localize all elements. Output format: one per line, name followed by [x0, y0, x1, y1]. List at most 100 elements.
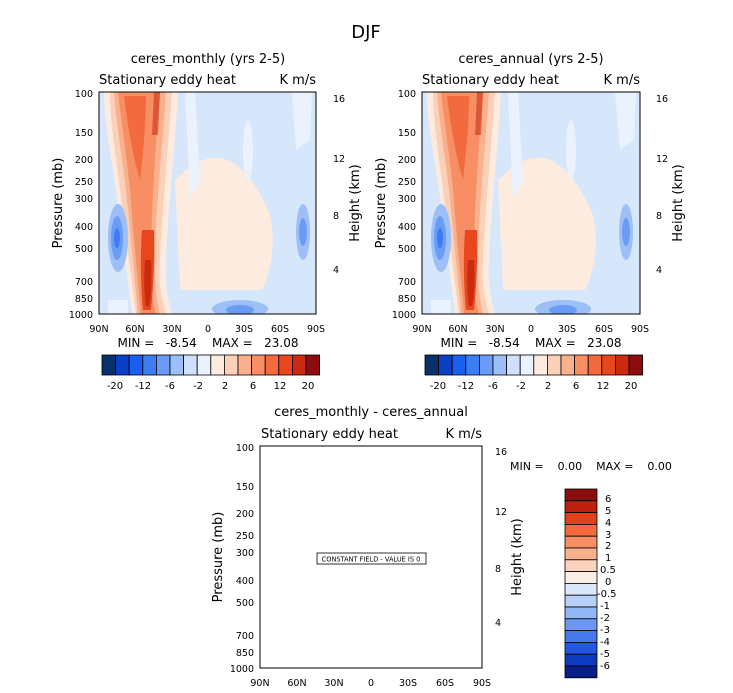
- y-axis-title: Pressure (mb): [374, 158, 389, 249]
- colorbar-swatch: [601, 354, 616, 376]
- panel-subtitle-right: K m/s: [604, 73, 641, 88]
- colorbar-swatch: [465, 354, 480, 376]
- y-tick-label: 300: [75, 194, 93, 205]
- y-axis-left: 100 150 200 250 300 400 500 700 850 1000…: [51, 89, 93, 321]
- y-axis-title: Pressure (mb): [211, 512, 226, 603]
- y-tick-label: 850: [398, 294, 416, 305]
- colorbar-swatch: [478, 354, 494, 376]
- colorbar-label: -0.5: [597, 589, 617, 600]
- colorbar-swatch: [628, 354, 644, 376]
- colorbar-swatch: [223, 354, 239, 376]
- y-tick-label: 1000: [392, 310, 416, 321]
- colorbar-swatch: [564, 559, 598, 572]
- y-right-tick-label: 16: [333, 94, 345, 105]
- x-tick-label: 90N: [250, 678, 269, 689]
- y-tick-label: 100: [236, 443, 254, 454]
- colorbar-label: 0: [605, 577, 611, 588]
- colorbar-swatch: [564, 653, 598, 667]
- colorbar-label: -6: [600, 661, 610, 672]
- y-right-tick-label: 12: [656, 154, 668, 165]
- x-tick-label: 90N: [89, 324, 108, 335]
- y-tick-label: 100: [398, 89, 416, 100]
- colorbar-label: 12: [274, 381, 287, 392]
- colorbar-swatch: [438, 354, 453, 376]
- y-axis-left: 100 150 200 250 300 400 500 700 850 1000…: [211, 443, 254, 675]
- y-tick-label: 200: [398, 155, 416, 166]
- x-tick-label: 0: [368, 678, 374, 689]
- x-tick-label: 30N: [162, 324, 181, 335]
- y-right-tick-label: 16: [495, 447, 507, 458]
- colorbar-label: 20: [302, 381, 315, 392]
- colorbar-swatch: [251, 354, 266, 376]
- y-right-axis-title: Height (km): [510, 518, 525, 595]
- colorbar-label: 2: [222, 381, 228, 392]
- colorbar-swatch: [564, 618, 598, 631]
- panel-subtitle-left: Stationary eddy heat: [261, 427, 398, 442]
- y-tick-label: 250: [75, 177, 93, 188]
- x-tick-label: 0: [528, 324, 534, 335]
- y-tick-label: 700: [398, 277, 416, 288]
- y-tick-label: 250: [398, 177, 416, 188]
- colorbar-label: 2: [545, 381, 551, 392]
- colorbar-labels: -20 -12 -6 -2 2 6 12 20: [430, 381, 638, 392]
- y-tick-label: 850: [75, 294, 93, 305]
- colorbar-label: 6: [605, 494, 611, 505]
- panel-title: ceres_monthly - ceres_annual: [274, 405, 468, 420]
- x-tick-label: 60N: [125, 324, 144, 335]
- y-tick-label: 400: [236, 576, 254, 587]
- panel-ceres-monthly: ceres_monthly (yrs 2-5) Stationary eddy …: [51, 52, 363, 392]
- colorbar-swatch: [587, 354, 603, 376]
- y-tick-label: 500: [398, 244, 416, 255]
- colorbar-label: -5: [600, 649, 610, 660]
- colorbar-label: -12: [458, 381, 474, 392]
- colorbar-label: -6: [488, 381, 498, 392]
- colorbar-swatch: [564, 524, 598, 537]
- colorbar-swatch: [519, 354, 535, 376]
- colorbar-label: -2: [600, 613, 610, 624]
- colorbar-swatch: [128, 354, 144, 376]
- colorbar-swatch: [278, 354, 293, 376]
- colorbar-swatch: [155, 354, 171, 376]
- y-tick-label: 700: [75, 277, 93, 288]
- colorbar-swatch: [115, 354, 130, 376]
- x-tick-label: 30S: [558, 324, 576, 335]
- panel-title: ceres_monthly (yrs 2-5): [131, 52, 285, 67]
- colorbar-swatch: [564, 583, 598, 596]
- colorbar-swatch: [574, 354, 589, 376]
- min-max-readout: MIN = -8.54 MAX = 23.08: [118, 336, 299, 350]
- colorbar-swatch: [196, 354, 212, 376]
- panel-difference: ceres_monthly - ceres_annual Stationary …: [211, 405, 672, 689]
- y-tick-label: 1000: [69, 310, 93, 321]
- x-axis: 90N 60N 30N 0 30S 60S 90S: [412, 324, 649, 335]
- y-tick-label: 150: [236, 482, 254, 493]
- y-tick-label: 250: [236, 531, 254, 542]
- colorbar-swatch: [615, 354, 630, 376]
- y-tick-label: 500: [75, 244, 93, 255]
- x-tick-label: 90S: [307, 324, 325, 335]
- x-tick-label: 60N: [287, 678, 306, 689]
- colorbar-label: 20: [625, 381, 638, 392]
- y-right-axis-title: Height (km): [671, 164, 686, 241]
- x-tick-label: 30S: [399, 678, 417, 689]
- y-axis-right: 16 12 8 4 Height (km): [656, 94, 686, 276]
- colorbar-swatch: [564, 571, 598, 584]
- colorbar-swatch: [142, 354, 157, 376]
- y-right-tick-label: 4: [656, 265, 662, 276]
- x-tick-label: 30S: [235, 324, 253, 335]
- colorbar-swatch: [564, 665, 598, 679]
- x-tick-label: 60S: [595, 324, 613, 335]
- colorbar-swatch: [564, 594, 598, 608]
- colorbar-label: 4: [605, 518, 611, 529]
- y-tick-label: 700: [236, 631, 254, 642]
- colorbar-swatch: [169, 354, 185, 376]
- constant-field-box: [316, 552, 427, 565]
- min-max-readout: MIN = 0.00 MAX = 0.00: [510, 460, 672, 473]
- colorbar-swatch: [533, 354, 548, 376]
- colorbar-swatch: [560, 354, 576, 376]
- x-axis: 90N 60N 30N 0 30S 60S 90S: [250, 678, 491, 689]
- colorbar-label: 5: [605, 506, 611, 517]
- colorbar-swatch: [305, 354, 321, 376]
- colorbar-label: 2: [605, 541, 611, 552]
- contour-field: [99, 92, 316, 314]
